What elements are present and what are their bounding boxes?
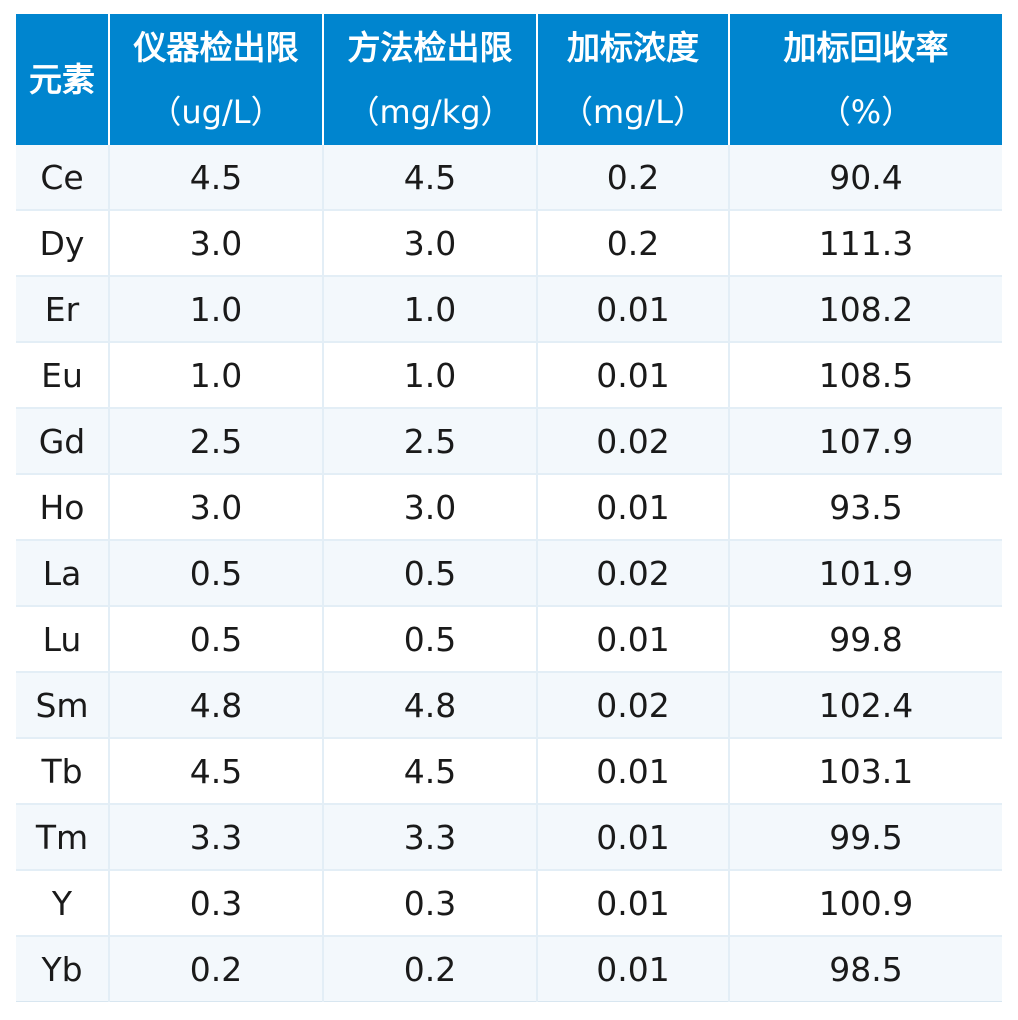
table-cell-element: Sm — [16, 672, 110, 739]
table-row: Ce 4.5 4.5 0.2 90.4 — [16, 145, 1002, 211]
table-cell-instrument-detection-limit: 3.0 — [109, 474, 324, 541]
table-row: Lu 0.5 0.5 0.01 99.8 — [16, 606, 1002, 673]
table-row: Ho 3.0 3.0 0.01 93.5 — [16, 474, 1002, 541]
table-cell-instrument-detection-limit: 0.5 — [109, 540, 324, 607]
table-cell-element: Er — [16, 276, 110, 343]
table-cell-spike-recovery-rate: 100.9 — [729, 870, 1002, 937]
table-container: 元素 仪器检出限 （ug/L） 方法检出限 （mg/kg） 加标浓度 （mg/L） 加标回收率… — [16, 14, 1002, 1002]
table-cell-element: Tb — [16, 738, 110, 805]
table-cell-spike-concentration: 0.2 — [537, 145, 730, 211]
table-cell-instrument-detection-limit: 4.5 — [109, 738, 324, 805]
table-cell-spike-concentration: 0.01 — [537, 936, 730, 1002]
table-cell-spike-concentration: 0.01 — [537, 276, 730, 343]
table-cell-instrument-detection-limit: 2.5 — [109, 408, 324, 475]
column-header-title: 元素 — [29, 59, 95, 99]
table-cell-spike-recovery-rate: 93.5 — [729, 474, 1002, 541]
table-cell-instrument-detection-limit: 0.2 — [109, 936, 324, 1002]
table-row: Y 0.3 0.3 0.01 100.9 — [16, 870, 1002, 937]
column-header-unit: （ug/L） — [149, 92, 283, 131]
table-cell-spike-concentration: 0.01 — [537, 738, 730, 805]
table-cell-method-detection-limit: 4.5 — [323, 738, 538, 805]
table-cell-spike-concentration: 0.2 — [537, 210, 730, 277]
table-row: Dy 3.0 3.0 0.2 111.3 — [16, 210, 1002, 277]
column-header-unit: （%） — [818, 92, 914, 131]
table-cell-element: Dy — [16, 210, 110, 277]
column-header-instrument-detection-limit: 仪器检出限 （ug/L） — [109, 14, 324, 145]
column-header-title: 加标回收率 — [783, 27, 949, 67]
table-cell-element: Ce — [16, 145, 110, 211]
table-cell-spike-concentration: 0.01 — [537, 606, 730, 673]
table-cell-method-detection-limit: 1.0 — [323, 342, 538, 409]
table-cell-spike-recovery-rate: 102.4 — [729, 672, 1002, 739]
column-header-spike-concentration: 加标浓度 （mg/L） — [537, 14, 730, 145]
table-cell-element: Tm — [16, 804, 110, 871]
column-header-element: 元素 — [16, 14, 110, 145]
table-cell-spike-concentration: 0.01 — [537, 804, 730, 871]
header-row: 元素 仪器检出限 （ug/L） 方法检出限 （mg/kg） 加标浓度 （mg/L） 加标回收率… — [16, 14, 1002, 145]
table-cell-spike-recovery-rate: 108.5 — [729, 342, 1002, 409]
table-cell-method-detection-limit: 0.3 — [323, 870, 538, 937]
table-cell-method-detection-limit: 4.5 — [323, 145, 538, 211]
table-cell-spike-concentration: 0.02 — [537, 408, 730, 475]
table-cell-spike-recovery-rate: 99.8 — [729, 606, 1002, 673]
column-header-unit: （mg/L） — [560, 92, 706, 131]
table-cell-spike-recovery-rate: 101.9 — [729, 540, 1002, 607]
table-cell-instrument-detection-limit: 0.3 — [109, 870, 324, 937]
column-header-method-detection-limit: 方法检出限 （mg/kg） — [323, 14, 538, 145]
table-cell-spike-concentration: 0.01 — [537, 870, 730, 937]
column-header-unit: （mg/kg） — [347, 92, 513, 131]
table-cell-method-detection-limit: 1.0 — [323, 276, 538, 343]
table-cell-spike-recovery-rate: 90.4 — [729, 145, 1002, 211]
table-row: Tb 4.5 4.5 0.01 103.1 — [16, 738, 1002, 805]
table-cell-element: La — [16, 540, 110, 607]
table-cell-method-detection-limit: 0.2 — [323, 936, 538, 1002]
table-cell-method-detection-limit: 0.5 — [323, 540, 538, 607]
table-cell-spike-concentration: 0.02 — [537, 540, 730, 607]
table-cell-spike-recovery-rate: 108.2 — [729, 276, 1002, 343]
table-cell-instrument-detection-limit: 3.3 — [109, 804, 324, 871]
column-header-title: 方法检出限 — [347, 27, 513, 67]
table-row: Tm 3.3 3.3 0.01 99.5 — [16, 804, 1002, 871]
column-header-title: 加标浓度 — [567, 27, 699, 67]
table-cell-method-detection-limit: 3.3 — [323, 804, 538, 871]
table-cell-instrument-detection-limit: 0.5 — [109, 606, 324, 673]
table-row: Er 1.0 1.0 0.01 108.2 — [16, 276, 1002, 343]
table-cell-spike-recovery-rate: 103.1 — [729, 738, 1002, 805]
column-header-title: 仪器检出限 — [133, 27, 299, 67]
table-cell-method-detection-limit: 3.0 — [323, 474, 538, 541]
table-cell-element: Y — [16, 870, 110, 937]
table-row: Eu 1.0 1.0 0.01 108.5 — [16, 342, 1002, 409]
table-cell-method-detection-limit: 4.8 — [323, 672, 538, 739]
table-row: Sm 4.8 4.8 0.02 102.4 — [16, 672, 1002, 739]
table-cell-spike-concentration: 0.01 — [537, 474, 730, 541]
table-cell-spike-recovery-rate: 98.5 — [729, 936, 1002, 1002]
table-row: Gd 2.5 2.5 0.02 107.9 — [16, 408, 1002, 475]
table-cell-element: Ho — [16, 474, 110, 541]
table-cell-instrument-detection-limit: 3.0 — [109, 210, 324, 277]
table-body: Ce 4.5 4.5 0.2 90.4 Dy 3.0 3.0 0.2 111.3 Er 1.0 1.0 0… — [16, 145, 1002, 1002]
table-cell-method-detection-limit: 0.5 — [323, 606, 538, 673]
table-cell-spike-recovery-rate: 107.9 — [729, 408, 1002, 475]
table-row: La 0.5 0.5 0.02 101.9 — [16, 540, 1002, 607]
table-cell-spike-recovery-rate: 111.3 — [729, 210, 1002, 277]
table-cell-instrument-detection-limit: 4.5 — [109, 145, 324, 211]
table-cell-spike-concentration: 0.02 — [537, 672, 730, 739]
table-cell-instrument-detection-limit: 1.0 — [109, 276, 324, 343]
table-cell-spike-recovery-rate: 99.5 — [729, 804, 1002, 871]
table-cell-element: Yb — [16, 936, 110, 1002]
table-cell-element: Lu — [16, 606, 110, 673]
table-cell-instrument-detection-limit: 4.8 — [109, 672, 324, 739]
table-row: Yb 0.2 0.2 0.01 98.5 — [16, 936, 1002, 1002]
column-header-spike-recovery-rate: 加标回收率 （%） — [729, 14, 1002, 145]
table-cell-element: Gd — [16, 408, 110, 475]
table-cell-method-detection-limit: 2.5 — [323, 408, 538, 475]
table-cell-spike-concentration: 0.01 — [537, 342, 730, 409]
rare-earth-detection-table: 元素 仪器检出限 （ug/L） 方法检出限 （mg/kg） 加标浓度 （mg/L） 加标回收率… — [16, 14, 1002, 1002]
table-cell-instrument-detection-limit: 1.0 — [109, 342, 324, 409]
table-cell-method-detection-limit: 3.0 — [323, 210, 538, 277]
table-cell-element: Eu — [16, 342, 110, 409]
